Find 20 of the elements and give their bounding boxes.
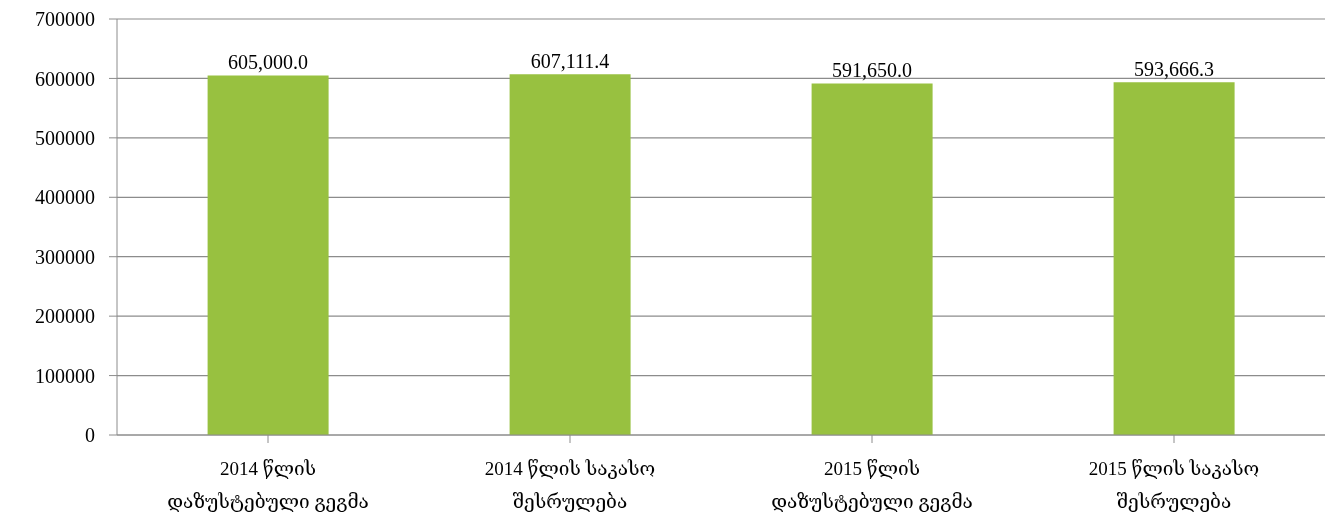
x-tick-label: 2014 წლის დაზუსტებული გეგმა xyxy=(167,458,369,512)
bar xyxy=(509,74,631,435)
x-tick-label: 2014 წლის საკასო შესრულება xyxy=(484,458,656,512)
data-label: 607,111.4 xyxy=(530,50,610,73)
data-label: 605,000.0 xyxy=(228,51,309,74)
y-tick-label: 400000 xyxy=(35,186,95,209)
bar xyxy=(207,75,329,435)
x-tick-label: 2015 წლის დაზუსტებული გეგმა xyxy=(771,458,973,512)
y-tick-label: 700000 xyxy=(35,8,95,31)
bar xyxy=(811,83,933,435)
data-label: 591,650.0 xyxy=(832,59,913,82)
bar xyxy=(1113,82,1235,435)
y-tick-label: 100000 xyxy=(35,364,95,387)
y-tick-label: 500000 xyxy=(35,126,95,149)
y-tick-label: 0 xyxy=(85,424,95,447)
data-label: 593,666.3 xyxy=(1134,58,1215,81)
y-tick-label: 600000 xyxy=(35,67,95,90)
x-tick-label: 2015 წლის საკასო შესრულება xyxy=(1088,458,1260,512)
y-tick-label: 300000 xyxy=(35,245,95,268)
y-tick-label: 200000 xyxy=(35,305,95,328)
